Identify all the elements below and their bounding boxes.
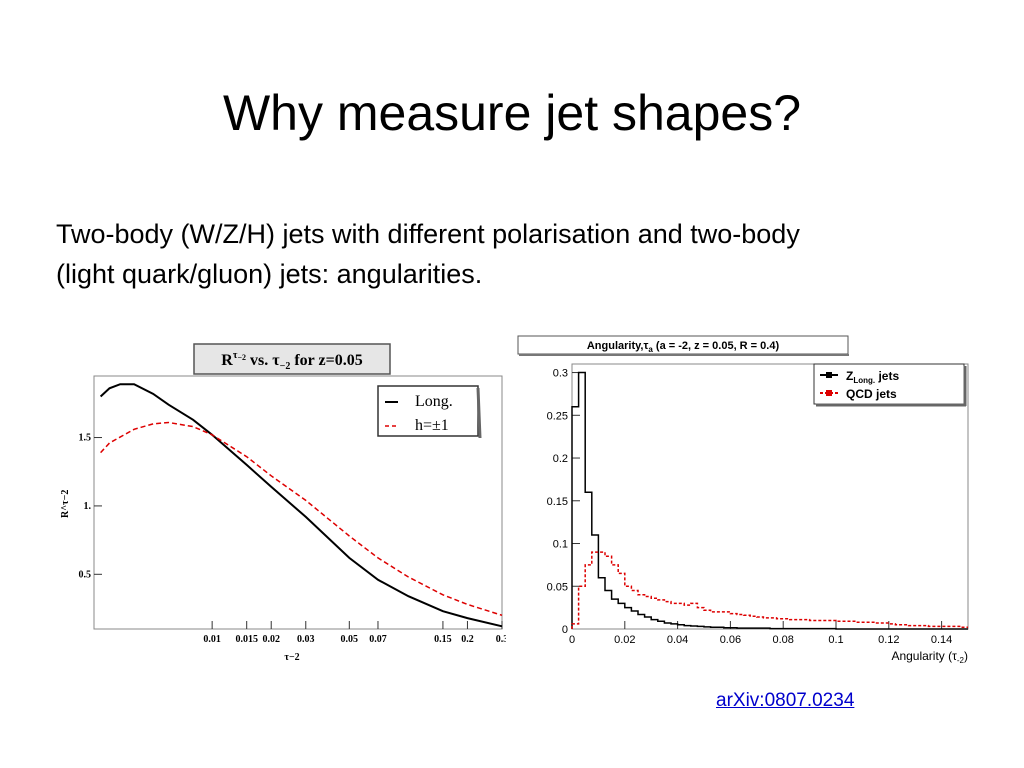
right-y-tick-label: 0.05 [547,581,568,593]
left-x-tick-label: 0.2 [461,634,474,645]
left-chart-svg: Rτ−2 vs. τ−2 for z=0.05 0.01 0.015 0.02 0.0… [60,343,508,663]
slide-body: Two-body (W/Z/H) jets with different pol… [56,214,976,294]
right-y-tick-label: 0.1 [553,539,568,551]
right-x-tick-label: 0.14 [931,634,952,646]
left-x-tick-label: 0.05 [341,634,359,645]
left-figure: Rτ−2 vs. τ−2 for z=0.05 0.01 0.015 0.02 0.0… [56,340,508,670]
left-x-tick-label: 0.15 [434,634,452,645]
right-y-tick-label: 0.15 [547,496,568,508]
left-x-tick-label: 0.01 [203,634,221,645]
right-x-tick-label: 0.12 [878,634,899,646]
left-y-tick-label: 0.5 [79,569,92,580]
left-x-tick-label: 0.03 [297,634,315,645]
left-series-line-0 [99,383,503,628]
slide-title: Why measure jet shapes? [222,85,802,141]
body-line-1: Two-body (W/Z/H) jets with different pol… [56,219,800,249]
left-plot-area: 0.01 0.015 0.02 0.03 0.05 0.07 0.15 0.2 0.3 0.5 1.… [79,383,508,645]
arxiv-citation-link[interactable]: arXiv:0807.0234 [716,690,855,711]
right-x-tick-label: 0.02 [614,634,635,646]
right-legend-marker-qcd [826,390,832,396]
right-legend-label-qcd: QCD jets [846,387,897,401]
right-x-axis-label: Angularity (τ-2) [891,649,968,665]
left-x-axis-label: τ−2 [284,652,299,663]
left-chart-title: Rτ−2 vs. τ−2 for z=0.05 [221,350,362,372]
right-legend-marker-z [826,372,832,378]
left-y-tick-label: 1. [84,501,92,512]
right-chart-svg: Angularity,τa (a = -2, z = 0.05, R = 0.4… [517,335,969,665]
right-chart-title: Angularity,τa (a = -2, z = 0.05, R = 0.4… [587,340,780,354]
left-series-line-1 [100,421,503,617]
right-x-tick-label: 0.1 [828,634,843,646]
right-x-tick-label: 0.08 [772,634,793,646]
right-y-tick-label: 0.2 [553,453,568,465]
right-legend-box [813,363,965,405]
right-x-tick-label: 0.06 [720,634,741,646]
left-legend-label-long: Long. [415,393,453,410]
right-x-tick-label: 0.04 [667,634,688,646]
left-x-tick-label: 0.015 [235,634,257,645]
left-y-axis-label: R^τ−2 [60,490,71,518]
right-histogram-series-0 [571,371,968,630]
right-figure: Angularity,τa (a = -2, z = 0.05, R = 0.4… [516,330,976,670]
right-y-zero-label: 0 [562,624,568,636]
body-line-2: (light quark/gluon) jets: angularities. [56,259,483,289]
right-x-zero-label: 0 [569,634,575,646]
left-legend-label-h: h=±1 [415,417,449,434]
left-legend-box [377,385,479,437]
left-x-tick-label: 0.07 [369,634,387,645]
right-y-tick-label: 0.25 [547,410,568,422]
right-legend-label-z: ZLong. jets [846,369,899,385]
left-y-tick-label: 1.5 [79,433,92,444]
left-title-box [193,343,391,375]
left-x-tick-label: 0.3 [496,634,506,645]
left-x-tick-label: 0.02 [262,634,280,645]
right-y-tick-label: 0.3 [553,368,568,380]
left-legend-shadow [476,387,482,439]
